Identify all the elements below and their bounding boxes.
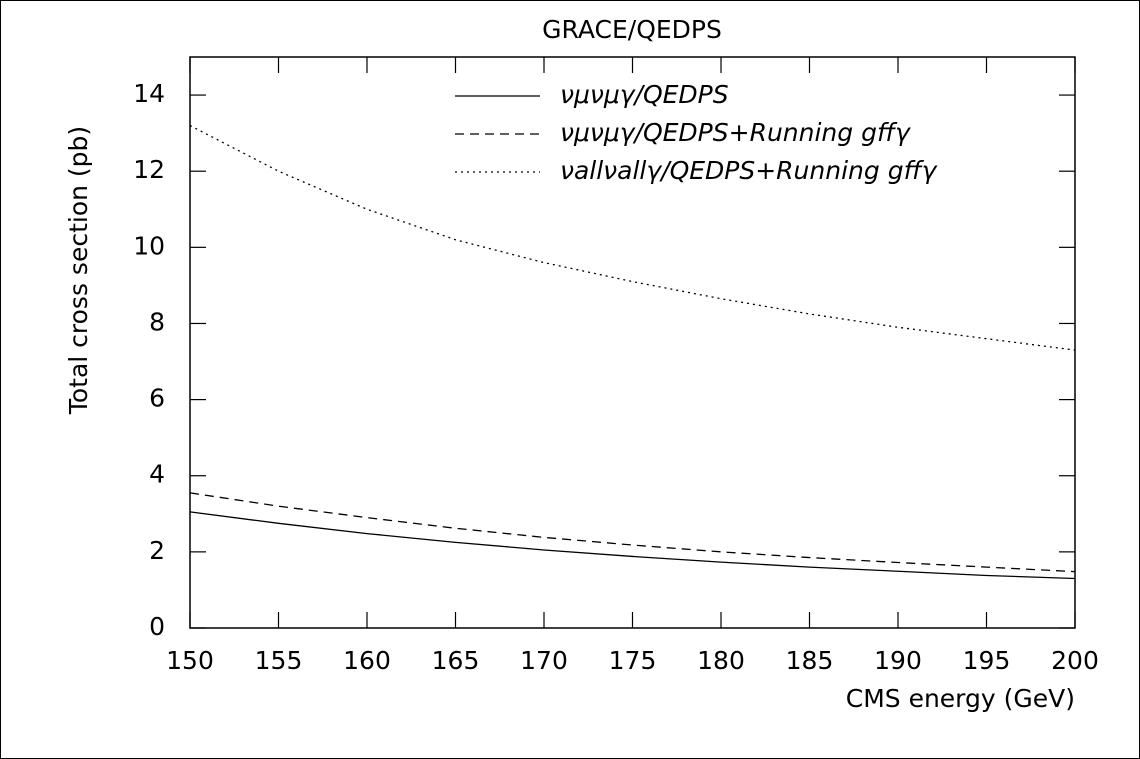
x-tick-label: 190 bbox=[874, 646, 922, 675]
legend-label: νμνμγ/QEDPS bbox=[560, 80, 729, 109]
x-tick-label: 155 bbox=[255, 646, 303, 675]
series-line bbox=[189, 492, 1076, 573]
legend-label: νallνallγ/QEDPS+Running gffγ bbox=[560, 156, 938, 185]
y-tick-label: 0 bbox=[149, 612, 165, 641]
y-tick-label: 8 bbox=[149, 307, 165, 336]
y-tick-label: 14 bbox=[133, 79, 165, 108]
x-tick-label: 170 bbox=[520, 646, 568, 675]
x-tick-label: 165 bbox=[432, 646, 480, 675]
x-tick-label: 150 bbox=[166, 646, 214, 675]
x-tick-label: 185 bbox=[786, 646, 834, 675]
series-line bbox=[189, 511, 1076, 580]
y-tick-label: 4 bbox=[149, 460, 165, 489]
x-axis-label: CMS energy (GeV) bbox=[846, 684, 1075, 713]
x-tick-label: 175 bbox=[609, 646, 657, 675]
x-tick-label: 180 bbox=[697, 646, 745, 675]
y-tick-label: 6 bbox=[149, 384, 165, 413]
x-tick-label: 195 bbox=[963, 646, 1011, 675]
chart-title: GRACE/QEDPS bbox=[542, 15, 722, 44]
legend-label: νμνμγ/QEDPS+Running gffγ bbox=[560, 118, 911, 147]
series-line bbox=[189, 124, 1076, 351]
y-tick-label: 12 bbox=[133, 155, 165, 184]
x-tick-label: 200 bbox=[1051, 646, 1099, 675]
x-tick-label: 160 bbox=[343, 646, 391, 675]
y-axis-label: Total cross section (pb) bbox=[64, 126, 93, 415]
y-tick-label: 10 bbox=[133, 231, 165, 260]
y-tick-label: 2 bbox=[149, 536, 165, 565]
